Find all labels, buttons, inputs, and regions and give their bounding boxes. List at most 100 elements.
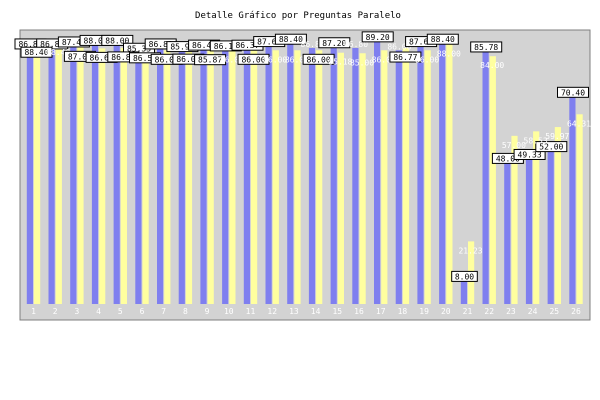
data-label-text: 88.40 — [431, 35, 455, 44]
data-label-text: 89.20 — [366, 33, 390, 42]
bars — [26, 40, 583, 305]
data-label-series-1-cat-16: 86.80 — [344, 40, 368, 49]
y-tick-label: 80 — [5, 64, 15, 73]
bar-series-1-cat-7 — [157, 47, 164, 304]
data-label-text: 21.23 — [458, 246, 482, 255]
data-label-text: 86.00 — [241, 55, 265, 64]
bar-series-1-cat-24 — [525, 158, 533, 304]
bar-series-2-cat-23 — [511, 135, 518, 304]
data-label-text: 8.00 — [455, 272, 474, 281]
data-label-series-2-cat-15: 85.18 — [328, 58, 352, 67]
data-label-text: 57.00 — [502, 141, 526, 150]
bar-series-1-cat-15 — [330, 46, 337, 304]
data-label-text: 85.18 — [328, 58, 352, 67]
bar-series-1-cat-8 — [178, 50, 185, 304]
data-label-text: 86.00 — [285, 55, 309, 64]
x-tick-label: 4 — [96, 307, 101, 316]
bar-series-1-cat-14 — [308, 47, 316, 304]
data-label-text: 88.40 — [46, 48, 70, 57]
x-tick-label: 11 — [246, 307, 256, 316]
bar-series-1-cat-21 — [460, 280, 467, 304]
data-label-series-1-cat-24: 49.33 — [513, 148, 546, 160]
x-tick-label: 1 — [31, 307, 36, 316]
data-label-box — [237, 53, 270, 65]
data-label-box — [274, 33, 307, 45]
data-label-series-2-cat-25: 59.97 — [545, 132, 569, 141]
data-label-series-2-cat-1: 88.40 — [20, 46, 53, 58]
data-label-series-2-cat-2: 88.40 — [46, 48, 70, 57]
data-label-series-2-cat-19: 86.00 — [415, 55, 439, 64]
bar-series-1-cat-20 — [439, 43, 446, 304]
bar-series-2-cat-4 — [99, 48, 106, 304]
x-tick-label: 26 — [571, 307, 581, 316]
x-axis: 1 2 3 4 5 6 7 8 9 10 11 12 13 14 15 16 17 18 19 20 21 22 23 24 2… — [31, 307, 581, 316]
y-tick-label: 70 — [5, 94, 15, 103]
bar-series-2-cat-17 — [381, 50, 388, 304]
data-label-box — [101, 34, 134, 46]
data-label-text: 88.40 — [24, 48, 48, 57]
data-label-box — [535, 141, 568, 153]
bar-series-2-cat-24 — [533, 131, 540, 304]
x-tick-label: 16 — [354, 307, 364, 316]
bar-series-1-cat-26 — [569, 96, 576, 304]
x-tick-label: 23 — [506, 307, 516, 316]
data-label-series-2-cat-23: 57.00 — [502, 141, 526, 150]
x-tick-label: 21 — [463, 307, 473, 316]
bar-series-1-cat-19 — [417, 45, 424, 305]
data-label-text: 86.80 — [40, 40, 64, 49]
bar-series-2-cat-19 — [424, 50, 431, 304]
x-tick-label: 2 — [53, 307, 58, 316]
data-label-text: 88.00 — [105, 36, 129, 45]
bar-series-2-cat-10 — [229, 50, 236, 304]
bar-series-2-cat-18 — [402, 48, 410, 304]
data-label-text: 86.00 — [155, 55, 179, 64]
data-label-box — [194, 54, 227, 66]
x-tick-label: 19 — [419, 307, 429, 316]
x-tick-label: 20 — [441, 307, 451, 316]
y-tick-label: 50 — [5, 153, 15, 162]
x-tick-label: 14 — [311, 307, 321, 316]
x-tick-label: 22 — [484, 307, 494, 316]
data-label-text: 86.00 — [220, 55, 244, 64]
data-label-series-2-cat-20: 88.00 — [437, 49, 461, 58]
x-tick-label: 15 — [332, 307, 342, 316]
data-label-series-1-cat-25: 52.00 — [535, 141, 568, 153]
data-label-box — [557, 86, 589, 98]
data-label-series-1-cat-14: 86.80 — [301, 40, 325, 49]
data-label-text: 86.05 — [176, 55, 200, 64]
y-tick-label: 60 — [5, 123, 15, 132]
bar-series-1-cat-17 — [374, 40, 381, 305]
bar-series-2-cat-8 — [185, 50, 193, 305]
bar-series-1-cat-4 — [91, 44, 99, 305]
data-label-series-2-cat-10: 86.00 — [220, 55, 244, 64]
data-label-text: 88.00 — [84, 36, 108, 45]
data-label-box — [361, 31, 394, 43]
data-label-series-1-cat-13: 88.40 — [274, 33, 307, 45]
data-label-series-1-cat-15: 87.20 — [318, 37, 351, 49]
data-label-text: 86.77 — [393, 53, 417, 62]
data-label-text: 86.80 — [18, 40, 42, 49]
bar-series-2-cat-13 — [294, 50, 301, 304]
data-label-series-2-cat-22: 84.00 — [480, 61, 504, 70]
data-label-text: 86.00 — [387, 42, 411, 51]
data-label-text: 49.33 — [518, 150, 542, 159]
bar-series-2-cat-5 — [120, 47, 127, 305]
data-label-series-2-cat-26: 64.31 — [567, 119, 591, 128]
bar-series-1-cat-10 — [222, 49, 229, 304]
bar-series-2-cat-9 — [207, 50, 214, 304]
bar-series-2-cat-25 — [554, 127, 561, 304]
x-tick-label: 10 — [224, 307, 234, 316]
bar-series-2-cat-14 — [316, 50, 323, 304]
data-label-text: 88.00 — [437, 49, 461, 58]
data-label-text: 59.97 — [545, 132, 569, 141]
x-tick-label: 8 — [183, 307, 188, 316]
data-label-text: 87.60 — [257, 38, 281, 47]
bar-series-2-cat-26 — [576, 114, 583, 305]
data-label-text: 64.31 — [567, 119, 591, 128]
data-label-text: 86.50 — [133, 54, 157, 63]
bar-series-2-cat-15 — [337, 52, 344, 305]
y-tick-label: 30 — [5, 212, 15, 221]
data-label-text: 84.00 — [480, 61, 504, 70]
data-label-series-2-cat-13: 86.00 — [285, 55, 309, 64]
bar-series-1-cat-25 — [547, 150, 554, 304]
